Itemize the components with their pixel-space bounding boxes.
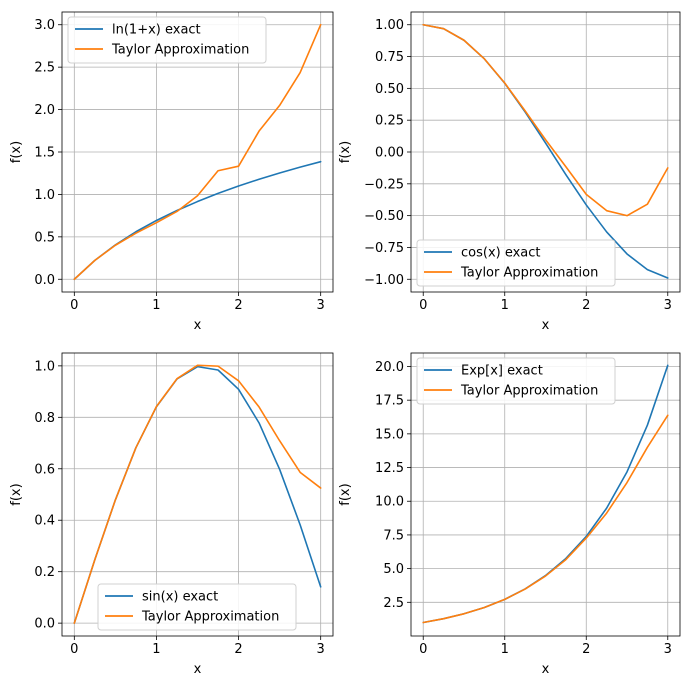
legend-entry-label: Taylor Approximation — [141, 610, 279, 625]
y-tick-label: 5.0 — [383, 562, 404, 577]
x-axis-label: x — [194, 662, 202, 677]
y-tick-label: 1.0 — [34, 359, 55, 374]
y-axis-label: f(x) — [9, 141, 24, 163]
y-tick-label: 2.0 — [34, 103, 55, 118]
x-axis-label: x — [542, 318, 550, 333]
y-tick-label: 1.0 — [34, 188, 55, 203]
y-tick-label: 0.5 — [34, 230, 55, 245]
legend: sin(x) exact Taylor Approximation — [97, 583, 297, 631]
x-tick-label: 0 — [70, 298, 78, 313]
y-axis-label: f(x) — [338, 483, 353, 505]
x-axis-label: x — [194, 318, 202, 333]
series-line-taylor — [73, 364, 322, 624]
legend-box — [416, 239, 616, 287]
legend-entry-label: Taylor Approximation — [460, 384, 598, 399]
series-line-exact — [73, 160, 322, 281]
x-tick-label: 1 — [152, 642, 160, 657]
x-tick-label: 1 — [152, 298, 160, 313]
x-tick-label: 1 — [501, 298, 509, 313]
x-tick-label: 2 — [582, 298, 590, 313]
y-tick-label: 0.0 — [34, 273, 55, 288]
legend-entry-label: Exp[x] exact — [461, 364, 543, 379]
y-tick-label: 12.5 — [375, 461, 404, 476]
legend: ln(1+x) exact Taylor Approximation — [67, 16, 267, 64]
x-tick-label: 2 — [234, 642, 242, 657]
chart-panel-2: 0 1 2 3 −1.00 −0.75 −0.50 −0.25 0.00 0.25 0.50 0.75… — [338, 11, 681, 333]
x-tick-label: 3 — [317, 298, 325, 313]
y-tick-label: 0.75 — [375, 50, 404, 65]
y-tick-label: 0.8 — [34, 411, 55, 426]
axes-frame — [61, 352, 334, 637]
legend-entry-label: ln(1+x) exact — [112, 23, 201, 38]
legend-box — [97, 583, 297, 631]
series-line-taylor — [73, 23, 322, 281]
legend-entry-label: Taylor Approximation — [460, 266, 598, 281]
y-tick-label: 20.0 — [375, 360, 404, 375]
y-tick-label: −0.25 — [364, 177, 404, 192]
y-tick-label: 7.5 — [383, 528, 404, 543]
legend: Exp[x] exact Taylor Approximation — [416, 357, 616, 405]
y-tick-label: −0.50 — [364, 209, 404, 224]
chart-panel-3: 0 1 2 3 0.0 0.2 0.4 0.6 0.8 1.0 x f(x) sin(x) exact T… — [9, 352, 334, 677]
legend: cos(x) exact Taylor Approximation — [416, 239, 616, 287]
chart-panel-4: 0 1 2 3 2.5 5.0 7.5 10.0 12.5 15.0 17.5 20.0 x f(x) Ex… — [338, 352, 681, 677]
y-tick-label: 15.0 — [375, 427, 404, 442]
x-tick-label: 2 — [582, 642, 590, 657]
y-tick-label: 1.5 — [34, 146, 55, 161]
x-tick-label: 3 — [664, 298, 672, 313]
axes-frame — [410, 352, 681, 637]
legend-entry-label: cos(x) exact — [461, 246, 541, 261]
y-tick-label: 2.5 — [34, 61, 55, 76]
y-tick-label: 0.25 — [375, 114, 404, 129]
x-tick-label: 3 — [317, 642, 325, 657]
legend-entry-label: Taylor Approximation — [111, 43, 249, 58]
y-tick-label: 0.0 — [34, 617, 55, 632]
y-tick-label: 3.0 — [34, 18, 55, 33]
x-tick-label: 0 — [419, 298, 427, 313]
y-tick-label: 1.00 — [375, 18, 404, 33]
y-tick-label: 2.5 — [383, 596, 404, 611]
y-tick-label: 17.5 — [375, 394, 404, 409]
x-tick-label: 0 — [70, 642, 78, 657]
x-tick-label: 3 — [664, 642, 672, 657]
y-tick-label: 10.0 — [375, 495, 404, 510]
y-tick-label: −1.00 — [364, 273, 404, 288]
legend-box — [67, 16, 267, 64]
series-line-taylor — [422, 23, 669, 217]
y-axis-label: f(x) — [9, 483, 24, 505]
y-tick-label: 0.4 — [34, 514, 55, 529]
y-tick-label: 0.00 — [375, 146, 404, 161]
x-axis-label: x — [542, 662, 550, 677]
legend-entry-label: sin(x) exact — [142, 590, 218, 605]
y-tick-label: 0.50 — [375, 82, 404, 97]
y-tick-label: 0.6 — [34, 462, 55, 477]
y-tick-label: 0.2 — [34, 565, 55, 580]
y-tick-label: −0.75 — [364, 241, 404, 256]
chart-panel-1: 0 1 2 3 0.0 0.5 1.0 1.5 2.0 2.5 3.0 x f(x) ln(1+x) ex… — [9, 11, 334, 333]
y-axis-label: f(x) — [338, 141, 353, 163]
x-tick-label: 2 — [234, 298, 242, 313]
x-tick-label: 0 — [419, 642, 427, 657]
legend-box — [416, 357, 616, 405]
x-tick-label: 1 — [501, 642, 509, 657]
series-line-taylor — [422, 414, 669, 624]
